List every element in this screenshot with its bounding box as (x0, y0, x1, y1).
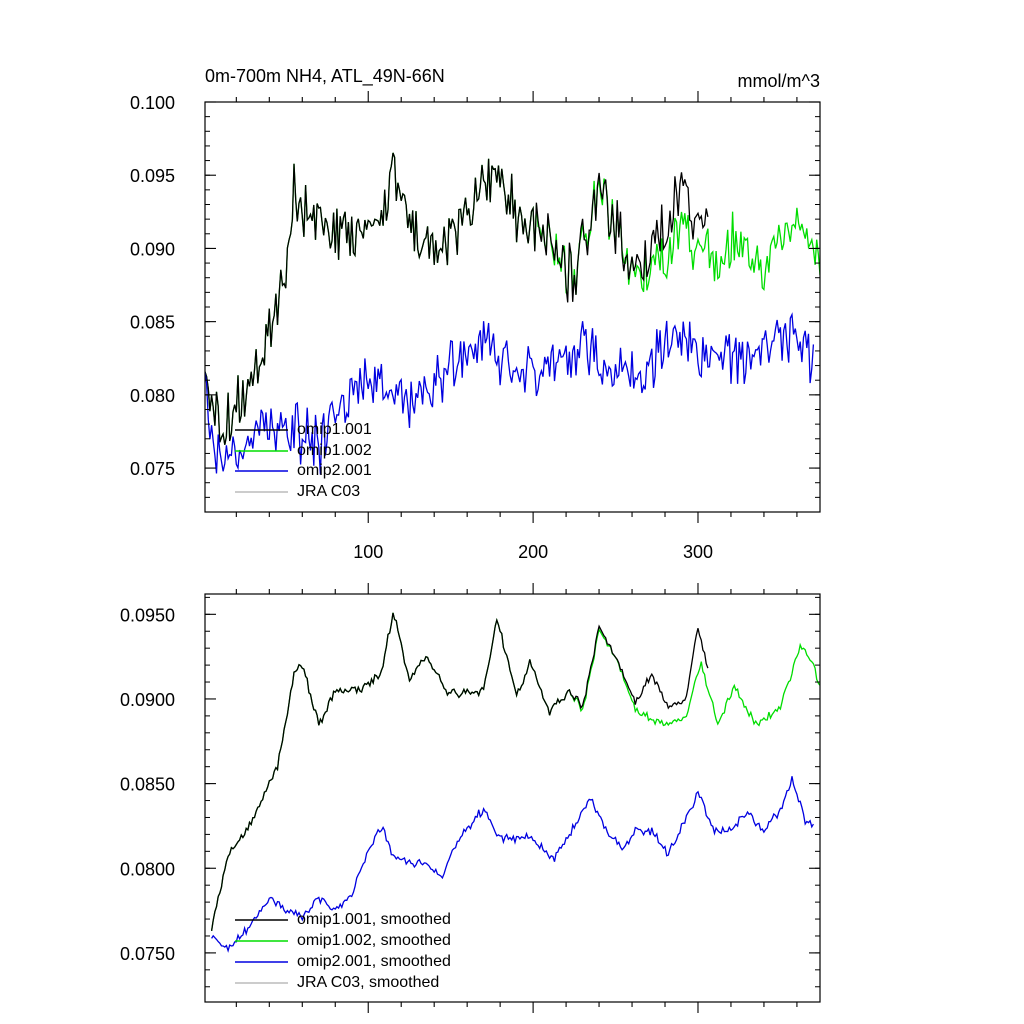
panel-top: 0m-700m NH4, ATL_49N-66N mmol/m^3 0.0750… (130, 66, 821, 562)
y-tick-label: 0.090 (130, 239, 175, 259)
legend-label-omip1-001: omip1.001 (297, 421, 372, 438)
y-tick-label: 0.100 (130, 93, 175, 113)
plot-frame (204, 593, 821, 1003)
axes: 0.075 0.080 0.085 0.090 0.095 0.100 100 200 300 (130, 91, 821, 562)
y-tick-label: 0.0750 (120, 944, 175, 964)
y-tick-label: 0.0950 (120, 605, 175, 625)
axes: 0.0750 0.0800 0.0850 0.0900 0.0950 (120, 583, 821, 1013)
panel-bottom: 0.0750 0.0800 0.0850 0.0900 0.0950 omip1.001… (120, 583, 821, 1013)
y-tick-label: 0.080 (130, 386, 175, 406)
legend-label-omip1-001-smoothed: omip1.001, smoothed (297, 911, 451, 928)
y-tick-label: 0.095 (130, 166, 175, 186)
y-tick-label: 0.075 (130, 459, 175, 479)
legend-label-omip2-001: omip2.001 (297, 462, 372, 479)
chart-title: 0m-700m NH4, ATL_49N-66N (205, 66, 445, 87)
series-line-omip2-001 (205, 312, 815, 475)
x-tick-label: 100 (353, 542, 383, 562)
legend-label-jra-c03-smoothed: JRA C03, smoothed (297, 974, 439, 991)
series-line-omip2-001-smoothed (211, 776, 814, 953)
y-tick-label: 0.0800 (120, 859, 175, 879)
x-tick-label: 300 (683, 542, 713, 562)
legend: omip1.001, smoothed omip1.002, smoothed … (235, 911, 451, 991)
series-line-omip1-001-smoothed (210, 612, 709, 931)
legend-label-omip1-002-smoothed: omip1.002, smoothed (297, 932, 451, 949)
y-tick-label: 0.085 (130, 313, 175, 333)
series-line-omip1-002-smoothed (210, 612, 820, 931)
x-tick-label: 200 (518, 542, 548, 562)
y-tick-label: 0.0900 (120, 690, 175, 710)
legend-label-omip1-002: omip1.002 (297, 442, 372, 459)
legend-label-omip2-001-smoothed: omip2.001, smoothed (297, 953, 451, 970)
y-tick-label: 0.0850 (120, 775, 175, 795)
chart-units: mmol/m^3 (738, 71, 820, 91)
legend-label-jra-c03: JRA C03 (297, 483, 360, 500)
plot-area (205, 152, 820, 475)
plot-area (210, 612, 820, 953)
series-line-omip1-001 (205, 152, 709, 445)
legend: omip1.001 omip1.002 omip2.001 JRA C03 (235, 421, 372, 500)
